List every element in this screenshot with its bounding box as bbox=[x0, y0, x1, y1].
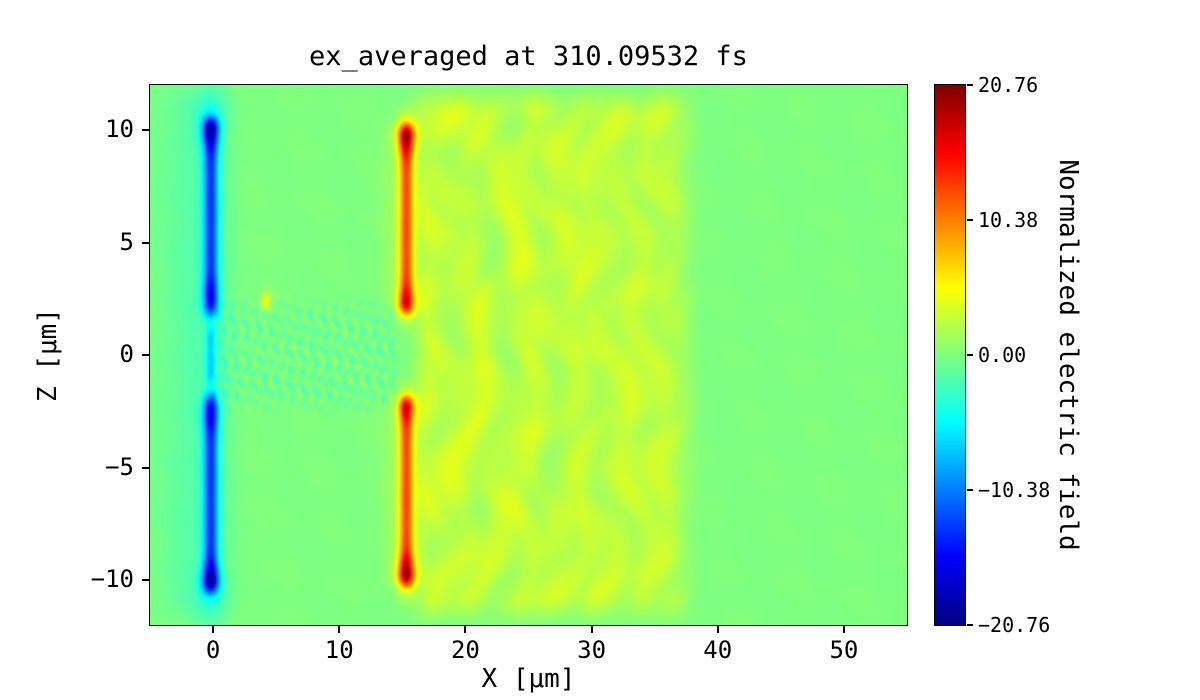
colorbar-tick-mark bbox=[967, 219, 973, 221]
colorbar-tick-label: −10.38 bbox=[978, 478, 1051, 502]
plot-title: ex_averaged at 310.09532 fs bbox=[309, 41, 748, 72]
x-tick-label: 40 bbox=[703, 636, 733, 664]
colorbar-canvas bbox=[934, 84, 966, 626]
colorbar-tick-label: 20.76 bbox=[978, 73, 1039, 97]
colorbar-tick-mark bbox=[967, 489, 973, 491]
z-tick-label: −10 bbox=[90, 565, 134, 593]
x-axis-label: X [μm] bbox=[481, 664, 576, 694]
z-tick-label: −5 bbox=[105, 452, 134, 481]
x-tick-label: 10 bbox=[324, 636, 354, 664]
x-tick-label: 0 bbox=[205, 636, 221, 664]
x-tick-label: 30 bbox=[577, 636, 607, 664]
z-tick-label: 10 bbox=[105, 115, 134, 143]
z-tick-label: 0 bbox=[119, 340, 134, 368]
x-tick-label: 50 bbox=[829, 636, 859, 664]
x-tick-mark bbox=[842, 626, 845, 633]
z-tick-mark bbox=[142, 354, 149, 356]
x-tick-mark bbox=[590, 626, 593, 633]
x-tick-mark bbox=[716, 626, 719, 633]
colorbar-tick-mark bbox=[967, 624, 973, 626]
x-tick-label: 20 bbox=[450, 636, 480, 664]
colorbar-tick-label: 10.38 bbox=[978, 208, 1039, 232]
heatmap-canvas bbox=[149, 84, 908, 626]
z-tick-mark bbox=[142, 129, 149, 131]
z-tick-mark bbox=[142, 241, 149, 244]
colorbar-tick-label: −20.76 bbox=[978, 613, 1051, 637]
x-tick-mark bbox=[464, 626, 467, 633]
x-tick-mark bbox=[338, 626, 341, 633]
z-tick-mark bbox=[142, 579, 149, 581]
colorbar-tick-label: 0.00 bbox=[978, 343, 1027, 367]
z-tick-mark bbox=[142, 466, 149, 469]
x-tick-mark bbox=[212, 626, 215, 633]
colorbar-tick-mark bbox=[967, 84, 973, 86]
colorbar-tick-mark bbox=[967, 354, 973, 356]
z-tick-label: 5 bbox=[119, 227, 134, 256]
